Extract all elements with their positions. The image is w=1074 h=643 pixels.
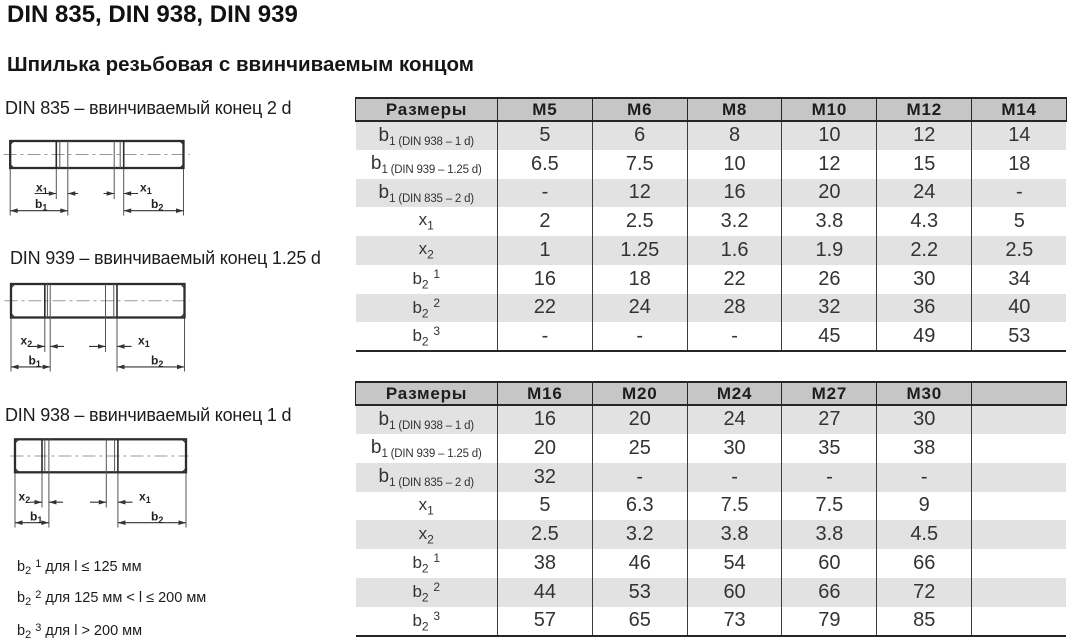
svg-text:x1: x1 [140,181,152,197]
svg-text:b2: b2 [151,354,163,370]
svg-text:b1: b1 [35,197,47,213]
svg-text:x1: x1 [139,490,151,506]
svg-text:b1: b1 [30,510,42,526]
svg-text:x1: x1 [138,334,150,350]
svg-text:b2: b2 [151,510,163,526]
svg-text:x2: x2 [21,334,33,350]
svg-text:x2: x2 [19,490,31,506]
svg-text:b2: b2 [151,197,163,213]
svg-text:b1: b1 [29,354,41,370]
svg-text:x1: x1 [36,181,48,197]
